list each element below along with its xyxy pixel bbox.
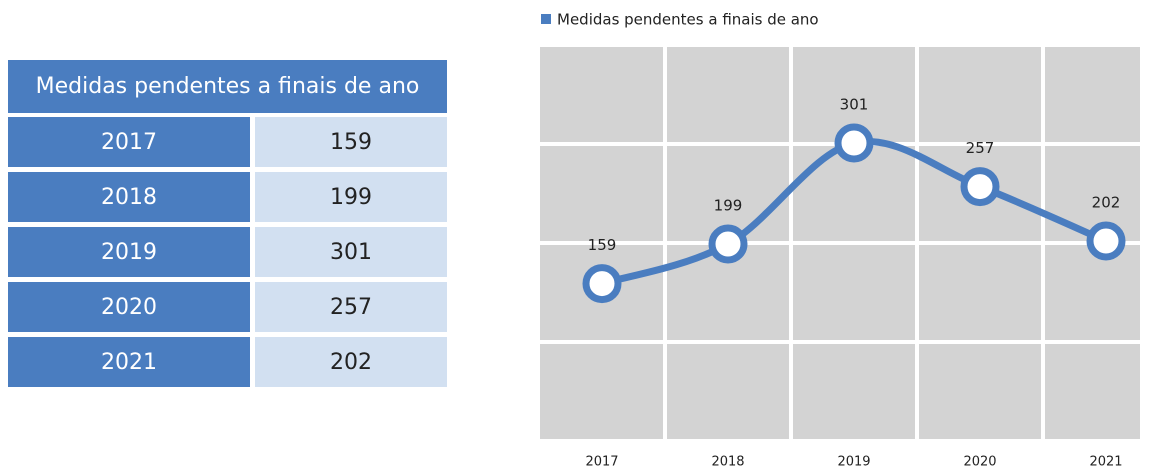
data-label: 301: [840, 96, 869, 114]
table: Medidas pendentes a finais de ano 2017 15…: [8, 60, 447, 392]
table-cell: 202: [255, 337, 447, 387]
data-label: 159: [588, 236, 617, 254]
table-cell: 2017: [8, 117, 250, 167]
x-tick-label: 2019: [837, 455, 870, 469]
x-tick-label: 2017: [585, 455, 618, 469]
table-row: 2018 199: [8, 172, 447, 222]
table-cell: 2021: [8, 337, 250, 387]
marker: [1086, 221, 1126, 261]
table-row: 2021 202: [8, 337, 447, 387]
table-cell: 2019: [8, 227, 250, 277]
table-cell: 301: [255, 227, 447, 277]
table-header: Medidas pendentes a finais de ano: [8, 60, 447, 113]
table-row: 2020 257: [8, 282, 447, 332]
marker: [834, 123, 874, 163]
legend-label: Medidas pendentes a finais de ano: [557, 11, 819, 29]
x-tick-label: 2020: [963, 455, 996, 469]
x-tick-label: 2021: [1089, 455, 1122, 469]
table-cell: 2018: [8, 172, 250, 222]
table-cell: 257: [255, 282, 447, 332]
table-cell: 2020: [8, 282, 250, 332]
table-row: 2019 301: [8, 227, 447, 277]
table-row: 2017 159: [8, 117, 447, 167]
data-label: 202: [1092, 194, 1121, 212]
marker: [960, 167, 1000, 207]
marker: [708, 224, 748, 264]
data-label: 199: [714, 196, 743, 214]
data-label: 257: [966, 139, 995, 157]
legend-swatch: [541, 14, 551, 24]
table-cell: 199: [255, 172, 447, 222]
marker: [582, 264, 622, 304]
table-cell: 159: [255, 117, 447, 167]
x-tick-label: 2018: [711, 455, 744, 469]
